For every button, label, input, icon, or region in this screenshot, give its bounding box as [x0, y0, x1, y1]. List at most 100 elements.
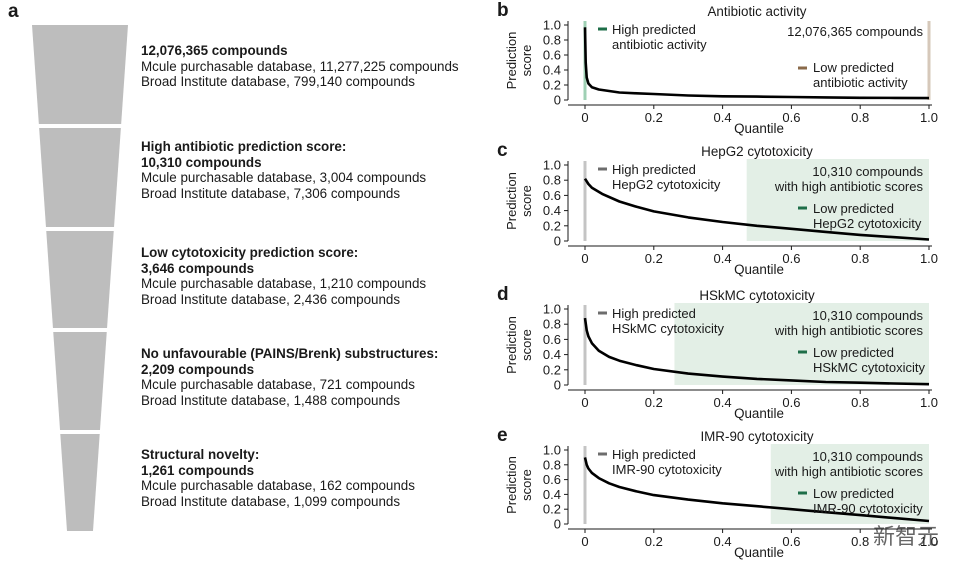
- low-predicted-label-line-2: HSkMC cytotoxicity: [813, 360, 925, 375]
- x-tick-label: 0: [581, 395, 588, 410]
- chart-b: b Antibiotic activity00.20.40.60.81.0Pred…: [497, 0, 938, 136]
- stage-2-mcule: Mcule purchasable database, 3,004 compou…: [141, 170, 427, 185]
- y-tick-label: 0.4: [543, 203, 561, 218]
- y-tick-label: 0: [554, 517, 561, 532]
- stage-5-mcule: Mcule purchasable database, 162 compound…: [141, 478, 415, 493]
- compound-count-label-line-2: with high antibiotic scores: [774, 179, 924, 194]
- panel-letter-b: b: [497, 0, 509, 21]
- high-predicted-label-line-1: High predicted: [612, 22, 696, 37]
- funnel-segment-1: [32, 25, 128, 124]
- stage-4-mcule: Mcule purchasable database, 721 compound…: [141, 377, 415, 392]
- score-curve: [583, 317, 930, 386]
- x-tick-label: 0: [581, 251, 588, 266]
- x-axis-label: Quantile: [734, 406, 784, 421]
- stage-3: Low cytotoxicity prediction score: 3,646…: [141, 245, 426, 307]
- y-axis-label-line-2: score: [519, 329, 534, 361]
- low-score-region: [674, 303, 929, 385]
- score-curve: [583, 27, 930, 100]
- y-axis-label: Predictionscore: [504, 456, 534, 514]
- chart-c: c HepG2 cytotoxicity00.20.40.60.81.0Predi…: [497, 140, 938, 277]
- chart-title: Antibiotic activity: [708, 4, 807, 19]
- chart-title: HSkMC cytotoxicity: [699, 288, 815, 303]
- stage-1: 12,076,365 compounds Mcule purchasable d…: [141, 43, 459, 90]
- stage-1-count: 12,076,365 compounds: [141, 43, 288, 58]
- x-tick-label: 0.8: [851, 110, 869, 125]
- x-tick-label: 0: [581, 534, 588, 549]
- stage-1-mcule: Mcule purchasable database, 11,277,225 c…: [141, 58, 459, 74]
- stage-1-broad: Broad Institute database, 799,140 compou…: [141, 74, 415, 89]
- compound-count-label-line-2: with high antibiotic scores: [774, 464, 924, 479]
- y-tick-label: 1.0: [543, 158, 561, 173]
- y-axis-label-line-1: Prediction: [504, 316, 519, 374]
- y-tick-label: 1.0: [543, 302, 561, 317]
- y-tick-label: 0.8: [543, 173, 561, 188]
- stage-5-broad: Broad Institute database, 1,099 compound…: [141, 493, 401, 509]
- x-tick-label: 0.4: [714, 395, 732, 410]
- low-predicted-label-line-1: Low predicted: [813, 486, 894, 501]
- low-predicted-label-line-2: IMR-90 cytotoxicity: [813, 501, 923, 516]
- low-predicted-label-line-2: HepG2 cytotoxicity: [813, 216, 922, 231]
- y-axis-label-line-2: score: [519, 469, 534, 501]
- y-tick-label: 0: [554, 234, 561, 249]
- high-predicted-label-line-2: HepG2 cytotoxicity: [612, 177, 721, 192]
- x-tick-label: 0.4: [714, 534, 732, 549]
- stage-3-mcule: Mcule purchasable database, 1,210 compou…: [141, 276, 427, 291]
- x-tick-label: 1.0: [920, 251, 938, 266]
- stage-3-broad: Broad Institute database, 2,436 compound…: [141, 291, 401, 307]
- compound-count-label-line-1: 10,310 compounds: [812, 164, 923, 179]
- y-axis-label: Predictionscore: [504, 32, 534, 90]
- y-tick-label: 0.4: [543, 63, 561, 78]
- x-tick-label: 0.8: [851, 251, 869, 266]
- high-predicted-label-line-2: IMR-90 cytotoxicity: [612, 462, 722, 477]
- stage-2-broad: Broad Institute database, 7,306 compound…: [141, 185, 401, 201]
- x-tick-label: 0.6: [782, 251, 800, 266]
- panel-letter-c: c: [497, 140, 508, 161]
- score-curve: [583, 177, 930, 241]
- y-tick-label: 0.4: [543, 347, 561, 362]
- x-tick-label: 0.2: [645, 534, 663, 549]
- stage-3-title: Low cytotoxicity prediction score:: [141, 245, 359, 260]
- x-axis-label: Quantile: [734, 545, 784, 560]
- y-tick-label: 1.0: [543, 18, 561, 33]
- y-tick-label: 0.6: [543, 48, 561, 63]
- y-tick-label: 0.8: [543, 317, 561, 332]
- y-tick-label: 0.6: [543, 332, 561, 347]
- low-predicted-label-line-2: antibiotic activity: [813, 75, 908, 90]
- compound-count-label-line-1: 10,310 compounds: [812, 308, 923, 323]
- x-tick-label: 0.2: [645, 251, 663, 266]
- funnel-diagram: [32, 25, 128, 531]
- funnel-segment-4: [53, 332, 107, 430]
- x-tick-label: 0.8: [851, 395, 869, 410]
- high-predicted-label-line-2: antibiotic activity: [612, 37, 707, 52]
- chart-d: d HSkMC cytotoxicity00.20.40.60.81.0Predi…: [497, 284, 938, 421]
- y-axis-label-line-1: Prediction: [504, 456, 519, 514]
- stage-2-title: High antibiotic prediction score:: [141, 139, 347, 154]
- y-tick-label: 0.4: [543, 487, 561, 502]
- y-tick-label: 0.6: [543, 188, 561, 203]
- x-axis-label: Quantile: [734, 121, 784, 136]
- y-tick-label: 0: [554, 378, 561, 393]
- y-tick-label: 0: [554, 93, 561, 108]
- y-tick-label: 0.2: [543, 502, 561, 517]
- low-predicted-label-line-1: Low predicted: [813, 345, 894, 360]
- funnel-segment-3: [46, 231, 114, 328]
- stage-4-count: 2,209 compounds: [141, 361, 255, 377]
- x-tick-label: 0.4: [714, 251, 732, 266]
- x-tick-label: 0.6: [782, 534, 800, 549]
- low-predicted-label-line-1: Low predicted: [813, 60, 894, 75]
- x-tick-label: 0.6: [782, 395, 800, 410]
- funnel-segment-2: [39, 128, 121, 227]
- compound-count-label-line-1: 12,076,365 compounds: [787, 24, 923, 39]
- panel-letter-e: e: [497, 425, 508, 446]
- y-axis-label-line-2: score: [519, 45, 534, 77]
- stage-2: High antibiotic prediction score: 10,310…: [141, 139, 426, 201]
- y-tick-label: 0.2: [543, 218, 561, 233]
- y-axis-label: Predictionscore: [504, 172, 534, 230]
- y-tick-label: 0.8: [543, 457, 561, 472]
- high-predicted-label-line-2: HSkMC cytotoxicity: [612, 321, 724, 336]
- y-axis-label-line-1: Prediction: [504, 32, 519, 90]
- x-tick-label: 0.6: [782, 110, 800, 125]
- y-axis-label-line-1: Prediction: [504, 172, 519, 230]
- stage-4-title: No unfavourable (PAINS/Brenk) substructu…: [141, 346, 439, 361]
